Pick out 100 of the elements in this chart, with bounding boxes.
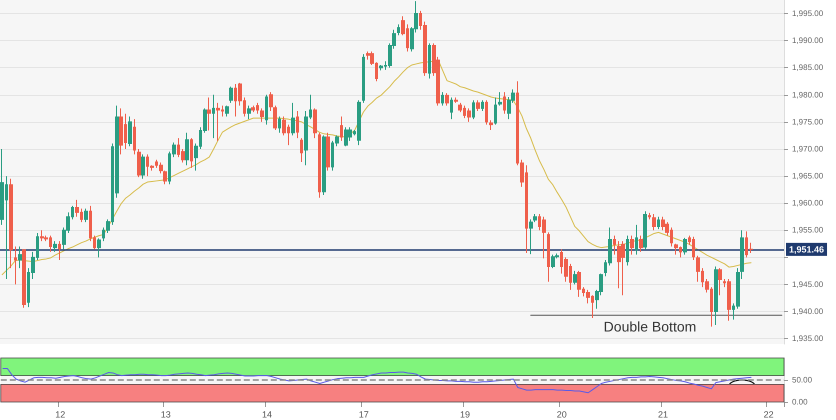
candlestick bbox=[727, 278, 731, 322]
x-tick-label: 19 bbox=[460, 410, 470, 420]
y-tick-label: 0.00 bbox=[792, 398, 808, 406]
x-tick-label: 12 bbox=[55, 410, 66, 420]
candlestick bbox=[216, 102, 220, 142]
candlestick bbox=[247, 105, 251, 120]
candlestick bbox=[225, 105, 229, 117]
candlestick bbox=[674, 243, 678, 256]
candlestick bbox=[692, 236, 695, 261]
candlestick bbox=[273, 105, 277, 131]
y-tick-label: 1,965.00 bbox=[792, 172, 824, 181]
candlestick bbox=[441, 92, 444, 106]
candlestick bbox=[542, 216, 546, 259]
candlestick bbox=[613, 235, 616, 256]
y-tick-label: 1,995.00 bbox=[792, 9, 824, 18]
candlestick bbox=[714, 266, 718, 326]
candlestick bbox=[498, 92, 502, 106]
candlestick bbox=[472, 100, 475, 120]
candlestick bbox=[639, 235, 643, 252]
candlestick bbox=[18, 246, 22, 269]
y-tick-label: 1,945.00 bbox=[792, 280, 824, 289]
candlestick bbox=[718, 268, 722, 296]
candlestick bbox=[291, 102, 295, 136]
line-series bbox=[2, 60, 752, 276]
y-tick-label: 1,980.00 bbox=[792, 90, 824, 100]
candlestick bbox=[379, 64, 383, 71]
candlestick bbox=[652, 213, 656, 231]
candlestick bbox=[133, 118, 136, 155]
candlestick bbox=[229, 86, 233, 104]
candlestick bbox=[494, 97, 497, 126]
candlestick bbox=[119, 108, 123, 155]
candlestick bbox=[14, 246, 17, 285]
candlestick bbox=[278, 116, 281, 134]
candlestick bbox=[445, 92, 449, 106]
candlestick bbox=[397, 24, 400, 36]
candlestick bbox=[635, 224, 638, 256]
candlestick bbox=[212, 94, 215, 139]
y-tick-label: 1,940.00 bbox=[792, 306, 824, 316]
candlestick bbox=[489, 120, 493, 131]
candlestick bbox=[251, 105, 255, 113]
candlestick bbox=[300, 138, 303, 162]
candlestick bbox=[207, 97, 211, 132]
candlestick bbox=[141, 154, 145, 180]
line-series bbox=[2, 368, 752, 394]
candlestick bbox=[503, 92, 506, 114]
candlestick bbox=[476, 100, 480, 112]
candlestick bbox=[53, 240, 57, 252]
candlestick bbox=[648, 212, 651, 220]
y-tick-label: 1,970.00 bbox=[792, 144, 824, 154]
candlestick bbox=[40, 230, 44, 242]
candlestick bbox=[621, 240, 625, 296]
candlestick bbox=[190, 138, 193, 168]
candlestick bbox=[362, 54, 365, 104]
candlestick bbox=[340, 116, 343, 142]
candlestick bbox=[260, 108, 264, 122]
candlestick bbox=[265, 94, 268, 126]
x-tick-label: 14 bbox=[262, 410, 272, 420]
candlestick bbox=[428, 42, 431, 80]
y-tick-label: 1,960.00 bbox=[792, 198, 824, 208]
candlestick bbox=[577, 270, 581, 298]
candlestick bbox=[128, 116, 132, 147]
candlestick bbox=[344, 126, 348, 147]
annotation: Double Bottom bbox=[604, 318, 696, 334]
candlestick bbox=[643, 210, 647, 250]
candlestick bbox=[137, 148, 141, 178]
candlestick bbox=[185, 132, 189, 166]
x-tick-label: 20 bbox=[556, 410, 567, 420]
y-tick-label: 1,955.00 bbox=[792, 226, 824, 235]
candlestick bbox=[84, 208, 88, 223]
candlestick bbox=[485, 100, 488, 126]
candlestick bbox=[296, 110, 299, 139]
x-tick-label: 13 bbox=[160, 410, 171, 420]
x-tick-label: 21 bbox=[658, 410, 668, 420]
candlestick bbox=[683, 237, 687, 256]
y-tick-label: 50.00 bbox=[792, 376, 813, 384]
candlestick bbox=[313, 108, 317, 139]
candlestick bbox=[573, 270, 577, 285]
candlestick bbox=[326, 132, 330, 172]
y-tick-label: 1,985.00 bbox=[792, 63, 824, 72]
candlestick bbox=[467, 108, 471, 122]
candlestick bbox=[454, 97, 458, 104]
ref-line-label: 1,951.46 bbox=[789, 244, 824, 254]
candlestick bbox=[657, 216, 660, 230]
candlestick bbox=[481, 100, 484, 112]
candlestick bbox=[22, 248, 26, 308]
y-tick-label: 1,990.00 bbox=[792, 36, 824, 46]
candlestick bbox=[9, 178, 13, 269]
candlestick bbox=[269, 92, 273, 112]
candlestick bbox=[97, 238, 101, 258]
candlestick bbox=[450, 97, 453, 120]
y-tick-label: 1,975.00 bbox=[792, 117, 824, 126]
candlestick bbox=[322, 134, 326, 196]
x-tick-label: 22 bbox=[764, 410, 774, 420]
candlestick bbox=[626, 235, 629, 266]
candlestick bbox=[547, 232, 550, 282]
y-tick-label: 1,935.00 bbox=[792, 334, 824, 344]
x-tick-label: 17 bbox=[358, 410, 369, 420]
candlestick bbox=[630, 235, 634, 256]
candlestick bbox=[357, 100, 361, 146]
candlestick bbox=[318, 132, 321, 198]
